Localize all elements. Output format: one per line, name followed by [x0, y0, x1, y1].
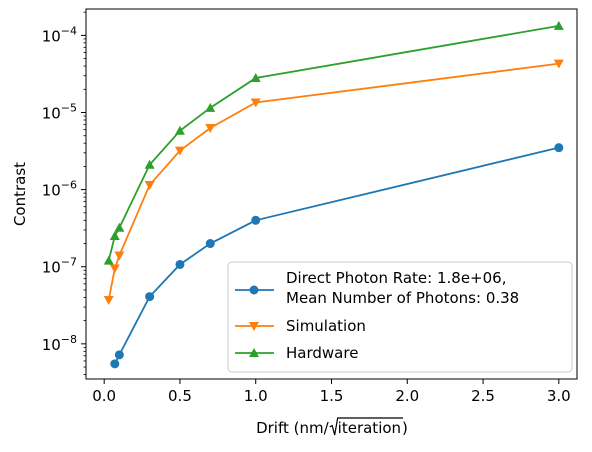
legend-entry: Direct Photon Rate: 1.8e+06, Mean Number … [235, 269, 519, 307]
legend-box [227, 261, 573, 373]
legend-swatch-marker [249, 322, 259, 331]
series-1-point [103, 296, 114, 306]
x-axis-label-radicand: iteration [338, 419, 401, 437]
y-tick-label: 10−6 [42, 179, 77, 200]
series-1-point [109, 264, 120, 274]
series-2-point [103, 255, 114, 265]
x-tick-label: 2.5 [471, 387, 495, 405]
legend-swatch-marker [249, 285, 259, 295]
x-tick-label: 3.0 [547, 387, 571, 405]
legend-label: Direct Photon Rate: 1.8e+06, [286, 269, 506, 287]
x-axis: 0.0 0.5 1.0 1.5 2.0 2.5 3.0 [92, 379, 571, 405]
series-2-point [109, 231, 120, 241]
legend-entry: Hardware [235, 344, 358, 362]
legend: Direct Photon Rate: 1.8e+06, Mean Number … [227, 261, 573, 373]
series-0-point [114, 350, 124, 360]
series-0 [110, 143, 564, 369]
series-1-point [205, 123, 216, 133]
series-2-line [107, 24, 559, 261]
x-axis-label: Drift (nm/ iteration ) [256, 417, 408, 437]
series-2-point [205, 102, 216, 112]
legend-label: Simulation [286, 317, 366, 335]
x-tick-label: 0.5 [168, 387, 192, 405]
y-tick-label: 10−5 [42, 102, 77, 123]
series-1-point [144, 180, 155, 190]
series-1-point [553, 59, 564, 69]
y-tick-label: 10−7 [42, 256, 77, 277]
series-2-point [553, 20, 564, 30]
series-0-point [175, 259, 185, 269]
series-1-point [114, 251, 125, 261]
legend-swatch-marker [249, 348, 259, 357]
series-2 [103, 20, 564, 265]
series-0-point [110, 359, 120, 369]
x-axis-label-suffix: ) [402, 419, 408, 437]
series-0-point [205, 239, 215, 249]
series-2-point [250, 73, 261, 83]
x-tick-label: 0.0 [92, 387, 116, 405]
x-tick-label: 1.0 [244, 387, 268, 405]
series-0-point [554, 143, 564, 153]
x-axis-label-prefix: Drift (nm/ [256, 419, 330, 437]
legend-label: Mean Number of Photons: 0.38 [286, 289, 519, 307]
series-0-point [251, 215, 261, 225]
series-2-point [144, 159, 155, 169]
legend-label: Hardware [286, 344, 358, 362]
y-axis-label: Contrast [11, 162, 29, 226]
series-1-point [174, 146, 185, 156]
series-1-point [250, 98, 261, 108]
y-tick-label: 10−4 [42, 24, 77, 45]
y-tick-label: 10−8 [42, 333, 77, 354]
series-2-point [114, 222, 125, 232]
series-1 [103, 59, 564, 306]
legend-entry: Simulation [235, 317, 366, 335]
series-0-point [145, 292, 155, 302]
x-tick-label: 2.0 [395, 387, 419, 405]
series-layer [103, 20, 564, 369]
x-tick-label: 1.5 [320, 387, 344, 405]
sqrt-symbol [329, 417, 404, 436]
y-axis: 10−8 10−7 10−6 10−5 10−4 [42, 11, 86, 375]
series-2-point [174, 125, 185, 135]
